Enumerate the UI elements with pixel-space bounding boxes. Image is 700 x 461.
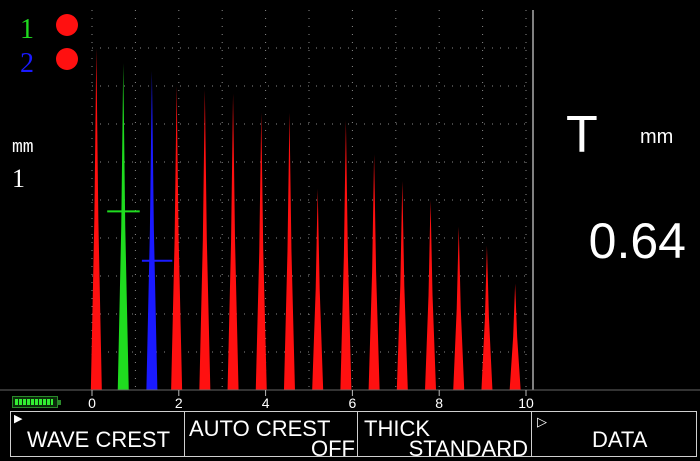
selected-marker-icon: ▶ bbox=[14, 413, 23, 425]
echo-peak bbox=[312, 188, 324, 390]
x-tick-label: 0 bbox=[88, 395, 96, 411]
x-axis-ticks: 0 2 4 6 8 10 bbox=[88, 390, 534, 411]
softkey-data[interactable]: ▷ DATA bbox=[531, 411, 697, 457]
softkey-auto-crest[interactable]: AUTO CREST OFF bbox=[184, 411, 358, 461]
echo-peak bbox=[90, 48, 102, 390]
softkey-wave-crest[interactable]: ▶ WAVE CREST bbox=[10, 411, 185, 457]
echo-peak bbox=[199, 89, 211, 391]
echo-peak bbox=[453, 226, 465, 390]
channel-2-status-icon bbox=[56, 48, 78, 70]
x-tick-label: 6 bbox=[349, 395, 357, 411]
echo-peak bbox=[481, 245, 493, 390]
battery-terminal bbox=[58, 400, 61, 405]
battery-fill bbox=[15, 399, 53, 405]
softkey-thick[interactable]: THICK STANDARD bbox=[357, 411, 532, 461]
echo-peak bbox=[509, 283, 521, 390]
softkey-wave-crest-label: WAVE CREST bbox=[27, 427, 171, 452]
echo-peak bbox=[146, 70, 158, 391]
softkey-auto-crest-label: AUTO CREST bbox=[189, 416, 331, 441]
reading-value: 0.64 bbox=[589, 213, 686, 269]
softkey-thick-label: THICK bbox=[364, 416, 430, 441]
echo-peak bbox=[117, 63, 129, 390]
echo-peak bbox=[171, 86, 183, 390]
battery-icon bbox=[12, 396, 61, 408]
softkey-data-label: DATA bbox=[592, 427, 648, 452]
x-tick-label: 4 bbox=[262, 395, 270, 411]
softkey-thick-value: STANDARD bbox=[408, 436, 528, 461]
a-scan-area bbox=[90, 10, 527, 391]
scale-factor: 1 bbox=[12, 164, 25, 193]
echo-peaks bbox=[90, 48, 521, 391]
x-tick-label: 10 bbox=[518, 395, 534, 411]
submenu-marker-icon: ▷ bbox=[537, 414, 547, 429]
echo-peak bbox=[227, 93, 239, 390]
grid bbox=[91, 10, 527, 390]
reading-unit: mm bbox=[640, 126, 673, 148]
echo-peak bbox=[396, 181, 408, 390]
echo-peak bbox=[283, 112, 295, 390]
scale-unit: mm bbox=[12, 138, 34, 158]
channel-1-label: 1 bbox=[20, 14, 34, 45]
echo-peak bbox=[255, 112, 267, 390]
softkey-auto-crest-value: OFF bbox=[311, 436, 355, 461]
x-tick-label: 2 bbox=[175, 395, 183, 411]
channel-2-label: 2 bbox=[20, 48, 34, 79]
channel-1-status-icon bbox=[56, 14, 78, 36]
echo-peak bbox=[368, 154, 380, 390]
x-tick-label: 8 bbox=[435, 395, 443, 411]
echo-peak bbox=[425, 200, 437, 390]
reading-label: T bbox=[566, 106, 598, 164]
echo-peak bbox=[340, 120, 352, 390]
